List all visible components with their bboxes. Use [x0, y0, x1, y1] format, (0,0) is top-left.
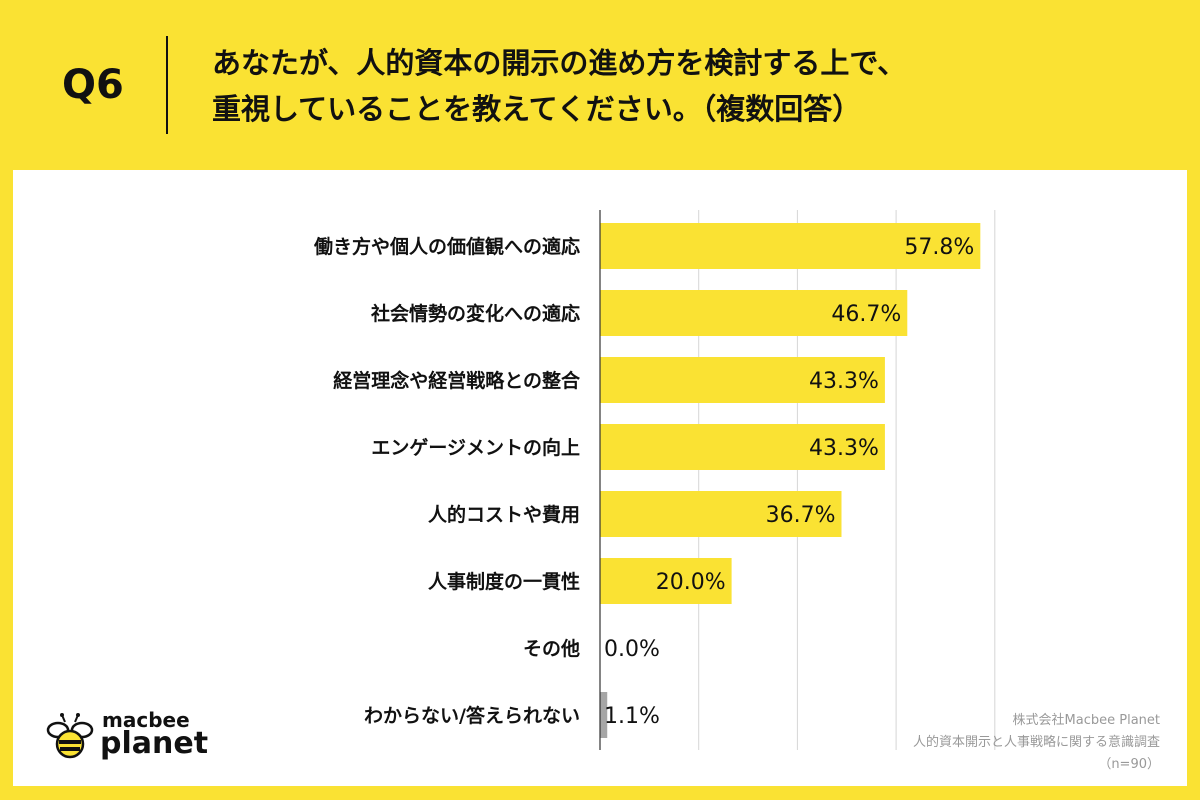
value-label-4: 36.7% — [766, 503, 836, 528]
category-label-7: わからない/答えられない — [364, 704, 580, 727]
bar-2 — [600, 357, 885, 403]
bee-icon — [46, 713, 94, 759]
bar-1 — [600, 290, 908, 336]
source-note: 株式会社Macbee Planet 人的資本開示と人事戦略に関する意識調査 （n… — [913, 710, 1160, 776]
value-label-6: 0.0% — [604, 637, 660, 662]
question-title-line1: あなたが、人的資本の開示の進め方を検討する上で、 — [212, 46, 907, 80]
question-number: Q6 — [62, 62, 124, 108]
bar-chart: 働き方や個人の価値観への適応 57.8% 社会情勢の変化への適応 46.7% 経営理念や… — [313, 210, 996, 750]
category-label-3: エンゲージメントの向上 — [371, 436, 580, 459]
value-label-5: 20.0% — [656, 570, 726, 595]
bar-4 — [600, 491, 842, 537]
category-label-0: 働き方や個人の価値観への適応 — [313, 235, 580, 258]
company-logo: macbee planet — [44, 706, 224, 766]
category-label-4: 人的コストや費用 — [428, 503, 580, 526]
question-title: あなたが、人的資本の開示の進め方を検討する上で、 重視していることを教えてくださ… — [212, 40, 1172, 132]
header: Q6 あなたが、人的資本の開示の進め方を検討する上で、 重視していることを教えて… — [0, 0, 1200, 170]
source-company: 株式会社Macbee Planet — [1012, 713, 1160, 728]
category-label-6: その他 — [523, 637, 580, 660]
value-label-3: 43.3% — [809, 436, 879, 461]
source-sample-size: （n=90） — [1098, 757, 1160, 772]
value-label-2: 43.3% — [809, 369, 879, 394]
category-label-2: 経営理念や経営戦略との整合 — [333, 369, 581, 392]
question-title-line2: 重視していることを教えてください。（複数回答） — [212, 92, 862, 126]
value-label-0: 57.8% — [904, 235, 974, 260]
source-survey: 人的資本開示と人事戦略に関する意識調査 — [912, 735, 1160, 750]
logo-text-bottom: planet — [100, 726, 209, 761]
bar-0 — [600, 223, 981, 269]
category-label-5: 人事制度の一貫性 — [428, 570, 580, 593]
category-label-1: 社会情勢の変化への適応 — [370, 302, 580, 325]
chart-card: 働き方や個人の価値観への適応 57.8% 社会情勢の変化への適応 46.7% 経営理念や… — [13, 170, 1187, 786]
value-label-1: 46.7% — [831, 302, 901, 327]
value-label-7: 1.1% — [604, 704, 660, 729]
logo-text-top: macbee — [102, 708, 190, 732]
bar-7 — [600, 692, 608, 738]
bar-5 — [600, 558, 732, 604]
header-divider — [166, 36, 168, 134]
bar-3 — [600, 424, 885, 470]
